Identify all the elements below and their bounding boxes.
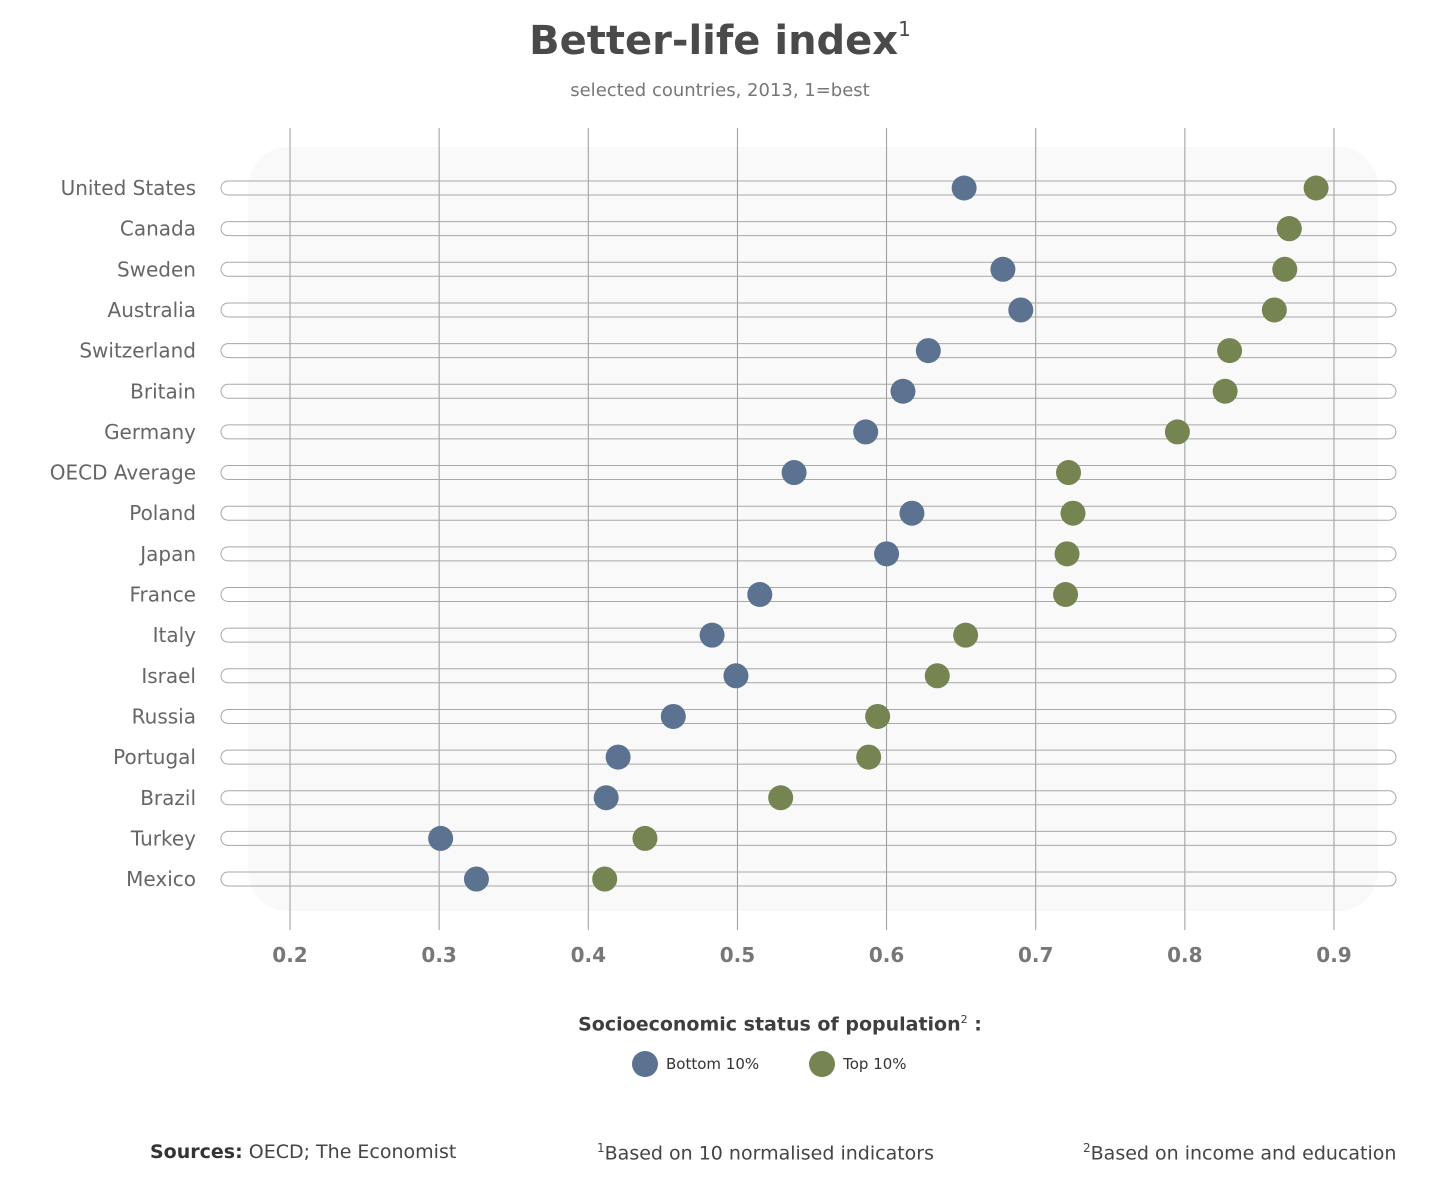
bottom-10-dot	[660, 703, 686, 729]
row-track-6	[220, 424, 1397, 440]
footer-sources: Sources: OECD; The Economist	[150, 1141, 457, 1163]
row-track-5	[220, 383, 1397, 399]
legend-dot-bottom	[632, 1051, 658, 1077]
category-label: Germany	[104, 420, 196, 444]
legend-dot-top	[809, 1051, 836, 1077]
plot-background	[248, 147, 1378, 911]
row-track-3	[220, 302, 1397, 318]
top-10-dot	[592, 866, 618, 892]
x-tick-label: 0.7	[1018, 943, 1053, 967]
footer-note-2: 2Based on income and education	[1083, 1141, 1397, 1165]
bottom-10-dot	[1008, 297, 1034, 323]
category-label: Britain	[130, 379, 196, 403]
row-track-4	[220, 343, 1397, 359]
bottom-10-dot	[781, 460, 807, 486]
top-10-dot	[865, 703, 891, 729]
row-track-1	[220, 221, 1397, 237]
row-track-16	[220, 830, 1397, 846]
x-tick-label: 0.8	[1167, 943, 1202, 967]
category-label: Brazil	[140, 786, 196, 810]
category-label: Sweden	[117, 257, 196, 281]
legend: Bottom 10% Top 10%	[632, 1051, 957, 1077]
top-10-dot	[1303, 175, 1329, 201]
category-label: Australia	[108, 298, 196, 322]
bottom-10-dot	[747, 582, 773, 607]
row-track-2	[220, 261, 1397, 277]
top-10-dot	[856, 744, 882, 770]
category-label: Switzerland	[79, 339, 196, 363]
bottom-10-dot	[463, 866, 489, 892]
chart-title: Better-life index1	[529, 16, 911, 64]
legend-label-top: Top 10%	[843, 1055, 907, 1073]
top-10-dot	[1212, 378, 1238, 404]
bottom-10-dot	[428, 825, 454, 851]
legend-item-top: Top 10%	[809, 1051, 907, 1077]
row-track-13	[220, 708, 1397, 724]
legend-label-bottom: Bottom 10%	[666, 1055, 760, 1073]
legend-item-bottom: Bottom 10%	[632, 1051, 759, 1077]
top-10-dot	[1060, 500, 1086, 526]
footer-note-1: 1Based on 10 normalised indicators	[597, 1141, 935, 1165]
category-label: Italy	[153, 623, 197, 647]
category-label: OECD Average	[50, 461, 196, 485]
top-10-dot	[1261, 297, 1287, 323]
bottom-10-dot	[899, 500, 925, 526]
top-10-dot	[1053, 582, 1079, 607]
top-10-dot	[953, 622, 979, 648]
top-10-dot	[1276, 216, 1302, 242]
row-track-0	[220, 180, 1397, 196]
legend-title: Socioeconomic status of population2 :	[578, 1013, 982, 1036]
chart-subtitle: selected countries, 2013, 1=best	[570, 80, 870, 101]
top-10-dot	[1054, 541, 1080, 567]
category-label: Russia	[132, 704, 196, 728]
category-label: United States	[61, 176, 196, 200]
row-track-17	[220, 871, 1397, 887]
row-track-12	[220, 668, 1397, 684]
top-10-dot	[1164, 419, 1190, 445]
category-label: Turkey	[130, 826, 196, 850]
top-10-dot	[1272, 256, 1298, 282]
bottom-10-dot	[699, 622, 725, 648]
x-tick-label: 0.9	[1316, 943, 1351, 967]
category-label: Canada	[120, 217, 196, 241]
bottom-10-dot	[951, 175, 977, 201]
category-label: Poland	[129, 501, 196, 525]
category-label: Japan	[138, 542, 196, 566]
x-tick-label: 0.3	[421, 943, 456, 967]
category-label: France	[129, 583, 196, 607]
x-tick-label: 0.6	[869, 943, 904, 967]
bottom-10-dot	[990, 256, 1016, 282]
top-10-dot	[1056, 460, 1082, 486]
x-tick-label: 0.2	[272, 943, 307, 967]
x-tick-label: 0.4	[571, 943, 606, 967]
bottom-10-dot	[853, 419, 879, 445]
row-track-14	[220, 749, 1397, 765]
top-10-dot	[1217, 338, 1243, 364]
category-label: Israel	[141, 664, 196, 688]
bottom-10-dot	[593, 785, 619, 811]
category-label: Portugal	[113, 745, 196, 769]
row-track-11	[220, 627, 1397, 643]
category-label: Mexico	[126, 867, 196, 891]
dot-plot: United States Canada Sweden Australia Switze…	[50, 128, 1397, 967]
top-10-dot	[924, 663, 950, 689]
bottom-10-dot	[874, 541, 900, 567]
row-track-8	[220, 505, 1397, 521]
x-tick-label: 0.5	[720, 943, 755, 967]
bottom-10-dot	[723, 663, 749, 689]
top-10-dot	[768, 785, 794, 811]
row-track-7	[220, 465, 1397, 481]
bottom-10-dot	[915, 338, 941, 364]
top-10-dot	[632, 825, 658, 851]
row-track-10	[220, 587, 1397, 602]
row-track-15	[220, 790, 1397, 806]
bottom-10-dot	[890, 378, 916, 404]
bottom-10-dot	[605, 744, 631, 770]
row-track-9	[220, 546, 1397, 562]
